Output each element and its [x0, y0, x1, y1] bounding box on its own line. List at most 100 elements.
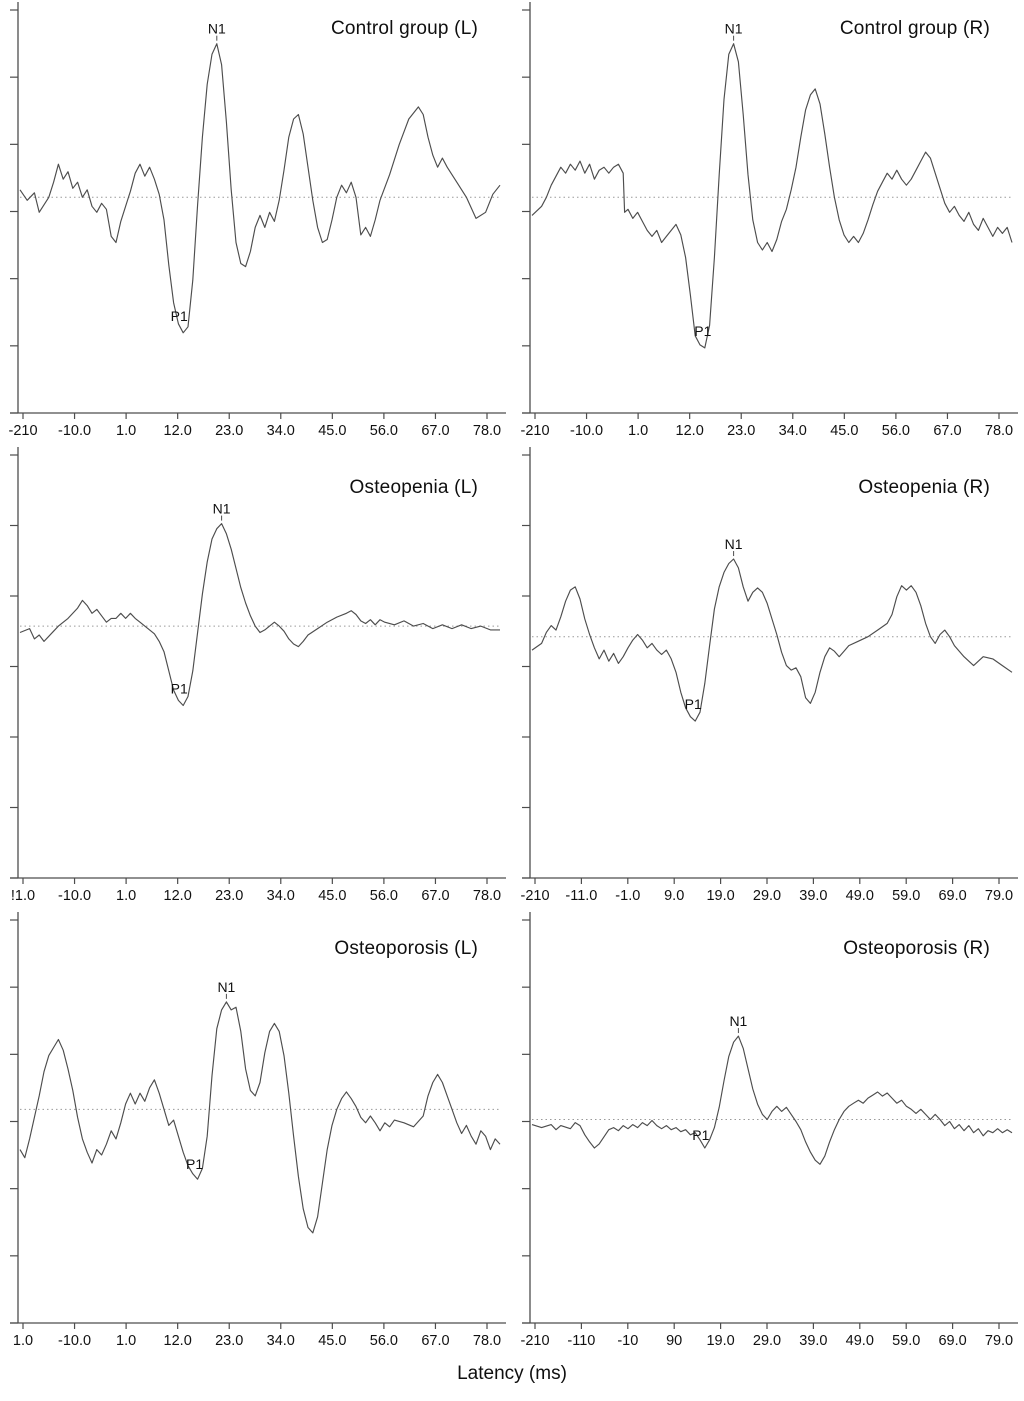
x-tick-label: 79.0 — [984, 1333, 1014, 1349]
x-tick-label: 78.0 — [472, 888, 502, 904]
x-tick-label: 12.0 — [675, 423, 704, 439]
n1-peak-label: N1 — [729, 1013, 747, 1029]
x-tick-label: 67.0 — [421, 888, 450, 904]
x-tick-label: 9.0 — [664, 888, 685, 904]
waveform-plot: P1 N1 — [10, 2, 506, 419]
x-tick-label: -1.0 — [615, 888, 641, 904]
x-tick-label: 29.0 — [752, 888, 782, 904]
chart-title: Osteoporosis (R) — [843, 938, 990, 959]
x-tick-label: 49.0 — [845, 1333, 874, 1349]
chart-panel-osteoporosis-right: P1 N1 -210 -110 -10 90 19.0 29.0 39.0 49.0 59.0 69… — [512, 910, 1024, 1355]
x-tick-label: 23.0 — [727, 423, 756, 439]
x-tick-label: 12.0 — [163, 1333, 192, 1349]
x-tick-label: 59.0 — [892, 1333, 921, 1349]
x-tick-label: 23.0 — [215, 888, 244, 904]
x-tick-label: 49.0 — [845, 888, 874, 904]
x-tick-label: 67.0 — [421, 1333, 450, 1349]
x-tick-label: 69.0 — [938, 888, 967, 904]
waveform-trace — [19, 523, 500, 707]
chart-panel-osteoporosis-left: P1 N1 1.0 -10.0 1.0 12.0 23.0 34.0 45.0 56.0 67.0… — [0, 910, 512, 1355]
x-tick-label: 69.0 — [938, 1333, 967, 1349]
figure-grid: P1 N1 -210 -10.0 1.0 12.0 23.0 34.0 45.0 56.0 67.… — [0, 0, 1024, 1355]
waveform-trace — [531, 558, 1013, 722]
x-tick-label: -110 — [567, 1333, 596, 1349]
n1-peak-label: N1 — [725, 21, 743, 37]
x-tick-label: -10.0 — [58, 1333, 92, 1349]
chart-panel-control-left: P1 N1 -210 -10.0 1.0 12.0 23.0 34.0 45.0 56.0 67.… — [0, 0, 512, 445]
x-tick-label: 56.0 — [369, 1333, 398, 1349]
x-tick-label: -11.0 — [565, 888, 598, 904]
x-tick-label: 1.0 — [12, 1333, 34, 1349]
n1-peak-label: N1 — [213, 501, 231, 517]
waveform-plot: P1 N1 — [10, 912, 506, 1329]
x-tick-label: -10 — [617, 1333, 639, 1349]
waveform-trace — [19, 43, 501, 334]
x-tick-label: !1.0 — [10, 888, 36, 904]
x-tick-label: 1.0 — [116, 423, 137, 439]
x-tick-label: 39.0 — [799, 1333, 828, 1349]
x-tick-label: 1.0 — [628, 423, 649, 439]
x-tick-label: -10.0 — [58, 888, 92, 904]
x-tick-label: 34.0 — [266, 888, 295, 904]
chart-title: Control group (L) — [330, 18, 478, 39]
waveform-trace — [19, 1001, 501, 1234]
x-tick-label: 1.0 — [116, 1333, 137, 1349]
chart-panel-control-right: P1 N1 -210 -10.0 1.0 12.0 23.0 34.0 45.0 56.0 67.… — [512, 0, 1024, 445]
p1-peak-label: P1 — [171, 680, 188, 696]
x-tick-label: 34.0 — [778, 423, 807, 439]
x-tick-label: 29.0 — [752, 1333, 782, 1349]
chart-panel-osteopenia-left: P1 N1 !1.0 -10.0 1.0 12.0 23.0 34.0 45.0 56.0 67.… — [0, 445, 512, 910]
n1-peak-label: N1 — [217, 979, 235, 995]
x-tick-label: 78.0 — [472, 1333, 502, 1349]
x-tick-label: 78.0 — [472, 423, 502, 439]
x-tick-label: -10.0 — [570, 423, 604, 439]
waveform-trace — [531, 1035, 1013, 1165]
x-tick-label: 45.0 — [318, 888, 347, 904]
x-tick-label: 56.0 — [369, 423, 398, 439]
x-tick-labels: -210 -10.0 1.0 12.0 23.0 34.0 45.0 56.0 67.0 78.0 — [0, 420, 512, 445]
x-tick-label: -210 — [520, 1333, 550, 1349]
n1-peak-label: N1 — [208, 21, 226, 37]
waveform-trace — [531, 43, 1013, 349]
x-tick-label: -210 — [8, 423, 38, 439]
x-tick-labels: -210 -10.0 1.0 12.0 23.0 34.0 45.0 56.0 67.0 78.0 — [512, 420, 1024, 445]
x-tick-label: 34.0 — [266, 1333, 295, 1349]
x-tick-label: 45.0 — [318, 423, 347, 439]
x-tick-label: 56.0 — [881, 423, 910, 439]
p1-peak-label: P1 — [186, 1156, 203, 1172]
x-tick-label: 12.0 — [163, 423, 192, 439]
x-tick-label: 39.0 — [799, 888, 828, 904]
x-tick-label: 34.0 — [266, 423, 295, 439]
x-tick-label: 12.0 — [163, 888, 192, 904]
x-tick-labels: -210 -110 -10 90 19.0 29.0 39.0 49.0 59.0 69.0 79.… — [512, 1330, 1024, 1355]
x-tick-label: 90 — [666, 1333, 683, 1349]
x-tick-label: 78.0 — [984, 423, 1014, 439]
waveform-plot: P1 N1 — [522, 912, 1018, 1329]
x-tick-labels: -210 -11.0 -1.0 9.0 19.0 29.0 39.0 49.0 59.0 69.0… — [512, 885, 1024, 910]
n1-peak-label: N1 — [725, 536, 743, 552]
p1-peak-label: P1 — [692, 1127, 709, 1143]
x-tick-label: 56.0 — [369, 888, 398, 904]
chart-panel-osteopenia-right: P1 N1 -210 -11.0 -1.0 9.0 19.0 29.0 39.0 49.0 59.… — [512, 445, 1024, 910]
x-tick-label: 19.0 — [706, 888, 735, 904]
chart-title: Control group (R) — [839, 18, 990, 39]
x-tick-label: 23.0 — [215, 1333, 244, 1349]
x-axis-label: Latency (ms) — [457, 1363, 567, 1384]
waveform-plot: P1 N1 — [522, 447, 1018, 884]
chart-title: Osteoporosis (L) — [334, 938, 478, 959]
x-tick-label: -210 — [520, 888, 550, 904]
x-tick-label: 45.0 — [830, 423, 859, 439]
p1-peak-label: P1 — [171, 308, 188, 324]
x-tick-label: 1.0 — [116, 888, 137, 904]
x-tick-label: 23.0 — [215, 423, 244, 439]
x-tick-label: 67.0 — [421, 423, 450, 439]
chart-title: Osteopenia (L) — [349, 477, 478, 498]
x-tick-label: 59.0 — [892, 888, 921, 904]
x-tick-label: -10.0 — [58, 423, 92, 439]
x-tick-labels: 1.0 -10.0 1.0 12.0 23.0 34.0 45.0 56.0 67.0 78.0 — [0, 1330, 512, 1355]
x-tick-label: 45.0 — [318, 1333, 347, 1349]
x-tick-label: 67.0 — [933, 423, 962, 439]
waveform-plot: P1 N1 — [10, 447, 506, 884]
x-tick-label: 19.0 — [706, 1333, 735, 1349]
x-tick-labels: !1.0 -10.0 1.0 12.0 23.0 34.0 45.0 56.0 67.0 78.0 — [0, 885, 512, 910]
